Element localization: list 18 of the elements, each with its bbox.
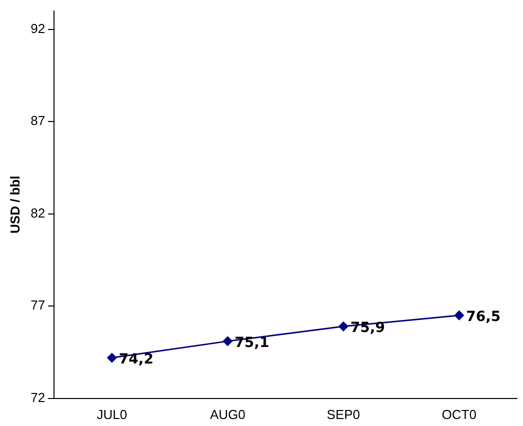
y-tick-label: 87 (30, 113, 46, 128)
x-tick-label: AUG0 (210, 406, 246, 422)
x-tick-label: SEP0 (326, 406, 360, 422)
point (454, 310, 464, 320)
x-tick-label: JUL0 (96, 406, 128, 422)
y-tick-label: 82 (30, 205, 46, 220)
y-tick-label: 77 (30, 298, 46, 313)
point (338, 322, 348, 332)
data-label: 76,5 (466, 308, 501, 325)
data-label: 75,9 (350, 320, 385, 336)
point (107, 353, 117, 363)
data-label: 74,2 (118, 351, 154, 368)
point (222, 336, 232, 346)
data-label: 75,1 (234, 334, 270, 351)
y-tick-label: 72 (30, 390, 46, 405)
y-axis-title: USD / bbl (7, 176, 22, 234)
y-tick-label: 92 (30, 20, 46, 36)
x-tick-label: OCT0 (442, 406, 476, 422)
